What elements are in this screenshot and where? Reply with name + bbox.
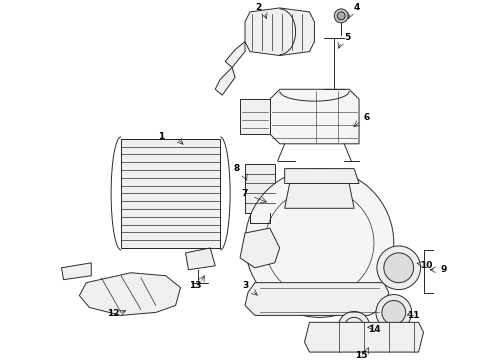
Text: 3: 3 bbox=[243, 281, 249, 290]
Polygon shape bbox=[304, 322, 423, 352]
Polygon shape bbox=[245, 164, 275, 213]
Circle shape bbox=[376, 294, 412, 330]
Text: 13: 13 bbox=[189, 281, 202, 290]
Text: 9: 9 bbox=[440, 265, 446, 274]
Text: 15: 15 bbox=[355, 351, 368, 360]
Polygon shape bbox=[215, 67, 235, 95]
Text: 8: 8 bbox=[234, 164, 240, 173]
Circle shape bbox=[245, 168, 394, 318]
Polygon shape bbox=[245, 283, 389, 315]
Circle shape bbox=[334, 9, 348, 23]
Text: 11: 11 bbox=[407, 311, 420, 320]
Text: 4: 4 bbox=[354, 4, 360, 13]
Polygon shape bbox=[121, 139, 220, 248]
Text: 14: 14 bbox=[368, 325, 380, 334]
Text: 7: 7 bbox=[242, 189, 248, 198]
Polygon shape bbox=[240, 99, 270, 134]
Polygon shape bbox=[285, 184, 354, 208]
Circle shape bbox=[384, 253, 414, 283]
Polygon shape bbox=[270, 89, 359, 144]
Polygon shape bbox=[62, 263, 91, 280]
Polygon shape bbox=[285, 168, 359, 184]
Polygon shape bbox=[79, 273, 180, 315]
Circle shape bbox=[337, 12, 345, 20]
Polygon shape bbox=[240, 228, 280, 268]
Circle shape bbox=[377, 246, 420, 289]
Text: 2: 2 bbox=[255, 4, 261, 13]
Circle shape bbox=[382, 301, 406, 324]
Polygon shape bbox=[245, 8, 315, 55]
Circle shape bbox=[338, 311, 370, 343]
Text: 10: 10 bbox=[420, 261, 433, 270]
Text: 12: 12 bbox=[107, 309, 120, 318]
Polygon shape bbox=[186, 248, 215, 270]
Text: 1: 1 bbox=[158, 132, 164, 141]
Polygon shape bbox=[342, 327, 366, 342]
Text: 5: 5 bbox=[344, 33, 350, 42]
Polygon shape bbox=[225, 42, 245, 67]
Text: 6: 6 bbox=[364, 113, 370, 122]
